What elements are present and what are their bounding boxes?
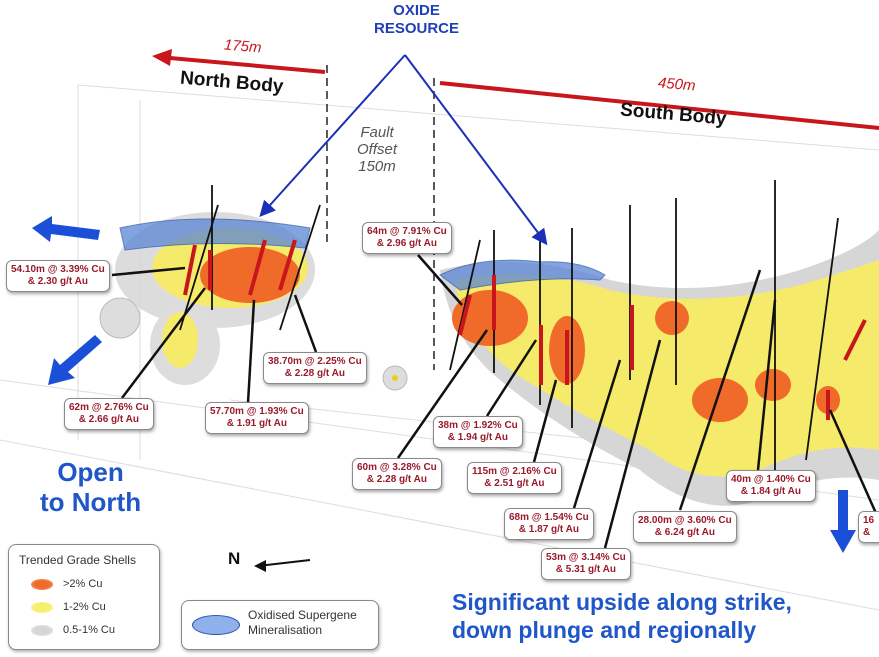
legend-item: 0.5-1% Cu (31, 624, 115, 636)
oxide-pointer-arrows (259, 54, 548, 246)
north-distance: 175m (223, 36, 263, 57)
south-distance-arrow (439, 81, 879, 130)
intercept-segments (183, 239, 867, 420)
fault-offset-label: Fault Offset 150m (357, 124, 397, 175)
upside-statement: Significant upside along strike, down plu… (452, 588, 792, 644)
intercept-label: 115m @ 2.16% Cu & 2.51 g/t Au (467, 462, 562, 494)
intercept-label: 28.00m @ 3.60% Cu & 6.24 g/t Au (633, 511, 737, 543)
fault-line1: Fault (360, 124, 394, 141)
south-distance: 450m (657, 74, 697, 95)
legend-title: Trended Grade Shells (19, 553, 136, 567)
north-arrow-label: N (228, 549, 241, 568)
oxide-legend: Oxidised Supergene Mineralisation (181, 600, 379, 650)
intercept-label: 57.70m @ 1.93% Cu & 1.91 g/t Au (205, 402, 309, 434)
oxide-resource-title: OXIDE RESOURCE (374, 2, 459, 38)
open-to-north-label: Open to North (40, 457, 141, 517)
intercept-label: 60m @ 3.28% Cu & 2.28 g/t Au (352, 458, 442, 490)
legend-item: >2% Cu (31, 578, 102, 590)
open-line2: to North (40, 487, 142, 517)
down-plunge-arrow (830, 490, 856, 553)
oxide-title-line1: OXIDE (393, 2, 440, 19)
north-distance-arrow (169, 56, 326, 74)
oxide-title-line2: RESOURCE (374, 20, 460, 37)
legend-swatch-yellow (31, 601, 53, 613)
oxide-swatch (192, 615, 240, 635)
intercept-label: 40m @ 1.40% Cu & 1.84 g/t Au (726, 470, 816, 502)
grade-shell-legend: Trended Grade Shells >2% Cu 1-2% Cu 0.5-… (8, 544, 160, 650)
intercept-label: 64m @ 7.91% Cu & 2.96 g/t Au (362, 222, 452, 254)
intercept-label: 68m @ 1.54% Cu & 1.87 g/t Au (504, 508, 594, 540)
legend-swatch-grey (31, 624, 53, 636)
intercept-label: 53m @ 3.14% Cu & 5.31 g/t Au (541, 548, 631, 580)
intercept-label: 62m @ 2.76% Cu & 2.66 g/t Au (64, 398, 154, 430)
upside-line1: Significant upside along strike, (452, 589, 792, 615)
fault-line3: 150m (358, 158, 396, 175)
intercept-label: 54.10m @ 3.39% Cu & 2.30 g/t Au (6, 260, 110, 292)
intercept-label: 38m @ 1.92% Cu & 1.94 g/t Au (433, 416, 523, 448)
open-line1: Open (57, 457, 124, 487)
intercept-label: 16 & (858, 511, 879, 543)
legend-swatch-orange (31, 578, 53, 590)
direction-arrows (32, 216, 856, 553)
open-north-arrow-up (32, 216, 100, 242)
legend-item: 1-2% Cu (31, 601, 106, 613)
upside-line2: down plunge and regionally (452, 617, 757, 643)
north-arrow-line (257, 559, 311, 567)
intercept-label: 38.70m @ 2.25% Cu & 2.28 g/t Au (263, 352, 367, 384)
fault-line2: Offset (357, 141, 398, 158)
leader-lines (111, 254, 879, 549)
open-north-arrow-down (48, 335, 102, 385)
oxide-legend-text: Oxidised Supergene Mineralisation (248, 608, 357, 637)
north-arrow-head (254, 560, 266, 572)
